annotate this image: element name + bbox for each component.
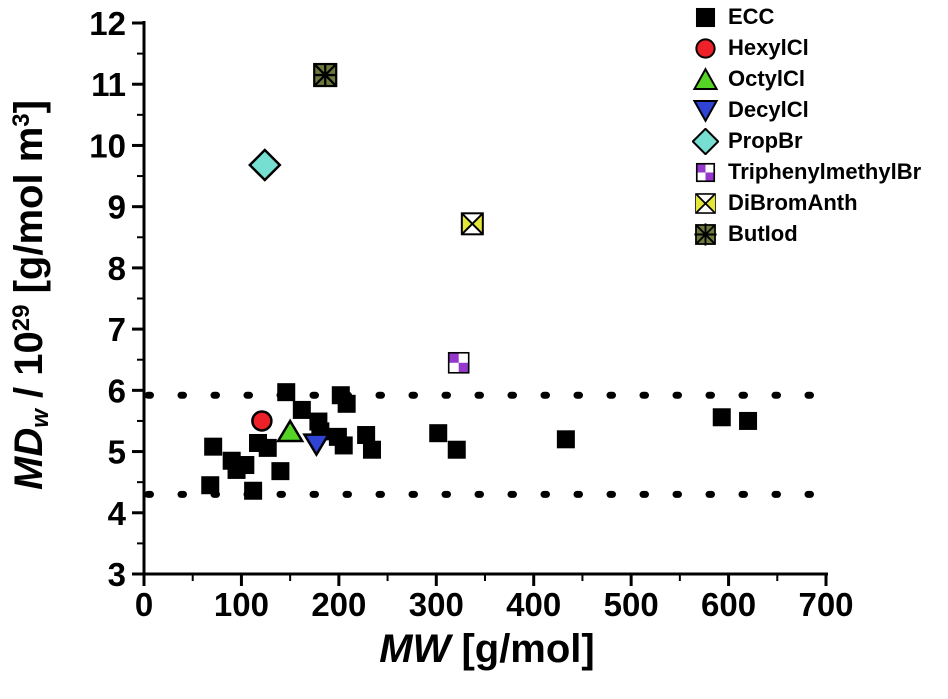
hexylcl-circle-marker-icon bbox=[695, 37, 716, 59]
dibromanth-x-square-marker-icon bbox=[695, 192, 716, 214]
octylcl-triangle-up-marker-icon bbox=[692, 66, 719, 90]
y-axis-exponent: 29 bbox=[7, 304, 35, 332]
tick-label: 9 bbox=[108, 189, 126, 226]
tick-label: 6 bbox=[108, 372, 126, 409]
tick-label: 200 bbox=[311, 586, 366, 623]
series-ButIod bbox=[313, 62, 338, 88]
series-PropBr bbox=[248, 148, 282, 182]
series-DecylCl bbox=[302, 433, 331, 458]
tick-label: 600 bbox=[701, 586, 756, 623]
series-TriphenylmethylBr bbox=[447, 351, 470, 374]
legend-item-triphenylmethylbr: TriphenylmethylBr bbox=[692, 159, 921, 185]
chart-legend: ECC HexylCl OctylCl DecylCl PropBr bbox=[692, 4, 921, 252]
tick-label: 10 bbox=[89, 127, 126, 164]
legend-label-propbr: DecylCl bbox=[728, 97, 809, 122]
tick-label: 4 bbox=[108, 495, 127, 532]
decylcl-triangle-down-marker-icon bbox=[692, 99, 719, 123]
tick-label: 300 bbox=[409, 586, 464, 623]
legend-label-dibromanth: DiBromAnth bbox=[728, 190, 858, 215]
legend-label-butiod: ButIod bbox=[728, 221, 798, 246]
legend-item-dibromanth: DiBromAnth bbox=[692, 190, 921, 216]
butiod-asterisk-square-marker-icon bbox=[694, 222, 717, 246]
legend-label-ecc: ECC bbox=[728, 4, 775, 29]
tick-label: 8 bbox=[108, 250, 126, 287]
y-axis-var: MD bbox=[7, 427, 51, 490]
tick-label: 7 bbox=[108, 311, 126, 348]
series-ECC bbox=[201, 383, 758, 500]
triphenylmethylbr-checker-marker-icon bbox=[695, 162, 716, 182]
tick-label: 5 bbox=[108, 434, 126, 471]
legend-label-octylcl: OctylCl bbox=[728, 66, 806, 91]
legend-item-hexylcl: HexylCl bbox=[692, 35, 921, 61]
tick-label: 700 bbox=[798, 586, 853, 623]
tick-label: 11 bbox=[91, 66, 126, 103]
ecc-square-marker-icon bbox=[695, 7, 716, 27]
series-HexylCl bbox=[251, 410, 273, 432]
tick-label: 3 bbox=[108, 556, 126, 593]
legend-label-propbr: PropBr bbox=[728, 128, 803, 153]
tick-label: 500 bbox=[604, 586, 659, 623]
tick-label: 12 bbox=[89, 5, 126, 42]
legend-item-butiod: ButIod bbox=[692, 221, 921, 247]
y-axis-unit-exponent: 3 bbox=[7, 113, 35, 127]
tick-label: 400 bbox=[506, 586, 561, 623]
y-axis-sub: w bbox=[27, 409, 54, 428]
y-axis-unit: [g/mol m bbox=[7, 126, 51, 305]
reference-dotted-lines bbox=[144, 391, 830, 498]
legend-item-ecc: ECC bbox=[692, 4, 921, 30]
series-DiBromAnth bbox=[460, 212, 484, 236]
axis-ticks bbox=[132, 21, 828, 586]
tick-label: 0 bbox=[135, 586, 153, 623]
legend-label-triphenylmethylbr: TriphenylmethylBr bbox=[728, 159, 922, 184]
x-axis-var: MW bbox=[379, 627, 451, 671]
propbr-diamond-marker-icon bbox=[692, 127, 719, 155]
legend-item-octylcl: OctylCl bbox=[692, 66, 921, 92]
legend-item-propbr: PropBr bbox=[692, 127, 921, 155]
tick-label: 100 bbox=[214, 586, 269, 623]
legend-label-hexylcl: HexylCl bbox=[728, 35, 809, 60]
tick-labels: 3 4 5 6 7 8 9 10 11 12 0 100 200 300 400 500 600 700 bbox=[89, 5, 853, 623]
legend-item-decylcl: DecylCl bbox=[692, 97, 921, 123]
series-OctylCl bbox=[275, 418, 305, 443]
y-axis-title: MDw / 1029 [g/mol m3] bbox=[7, 100, 54, 490]
x-axis-unit: [g/mol] bbox=[450, 627, 595, 671]
x-axis-title: MW [g/mol] bbox=[379, 626, 595, 672]
